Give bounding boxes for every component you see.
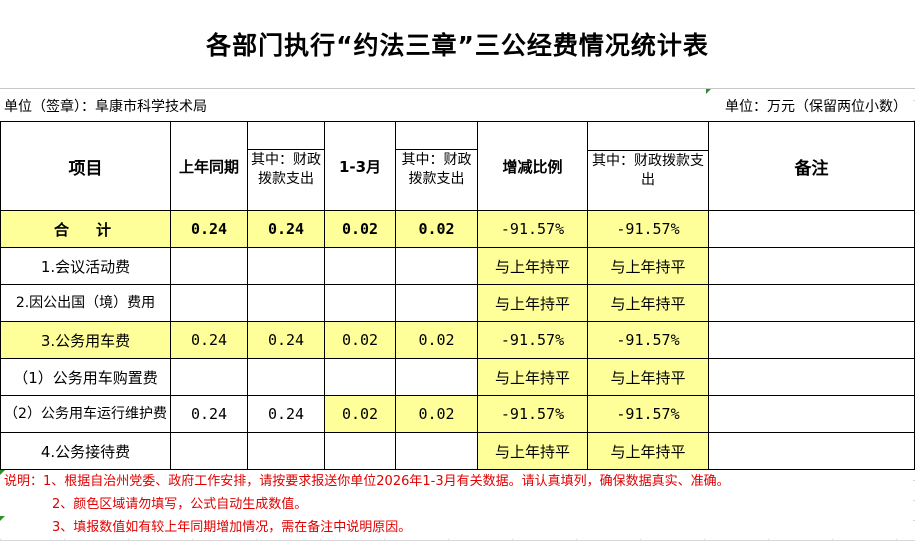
table-row: （2）公务用车运行维护费 0.24 0.24 0.02 0.02 -91.57%… [0, 395, 915, 433]
cell-last-year[interactable]: 0.24 [170, 395, 248, 433]
cell-months[interactable] [324, 358, 396, 396]
note-line[interactable]: 说明：1、根据自治州党委、政府工作安排，请按要求报送你单位2026年1-3月有关… [4, 474, 730, 489]
row-label[interactable]: 1.会议活动费 [0, 247, 171, 285]
cell-change-fiscal[interactable]: 与上年持平 [587, 432, 709, 470]
comment-marker-icon [0, 470, 5, 475]
cell-months[interactable]: 0.02 [324, 321, 396, 359]
cell-months-fiscal[interactable]: 0.02 [395, 210, 478, 248]
cell-months-fiscal[interactable]: 0.02 [395, 395, 478, 433]
currency-unit-label: 单位：万元（保留两位小数） [725, 99, 907, 115]
cell-months[interactable] [324, 247, 396, 285]
cell-last-year-fiscal[interactable] [247, 358, 325, 396]
cell-months-fiscal[interactable]: 0.02 [395, 321, 478, 359]
header-last-year-fiscal: 其中：财政拨款支出 [248, 149, 324, 209]
table-row: 4.公务接待费 与上年持平 与上年持平 [0, 432, 915, 470]
header-row: 项目 上年同期 其中：财政拨款支出 1-3月 其中：财政拨款支出 增减比例 其中… [0, 121, 915, 211]
cell-change-fiscal[interactable]: -91.57% [587, 210, 709, 248]
row-label[interactable]: （1）公务用车购置费 [0, 358, 171, 396]
table-row: 1.会议活动费 与上年持平 与上年持平 [0, 247, 915, 285]
cell-change[interactable]: 与上年持平 [477, 247, 588, 285]
cell-remark[interactable] [708, 321, 915, 359]
cell-last-year-fiscal[interactable]: 0.24 [247, 395, 325, 433]
cell-last-year-fiscal[interactable] [247, 432, 325, 470]
note-line[interactable]: 3、填报数值如有较上年同期增加情况，需在备注中说明原因。 [52, 520, 412, 535]
cell-last-year[interactable] [170, 284, 248, 322]
header-months[interactable]: 1-3月 [324, 121, 396, 211]
cell-months-fiscal[interactable] [395, 247, 478, 285]
cell-last-year-fiscal[interactable] [247, 284, 325, 322]
cell-last-year[interactable]: 0.24 [170, 210, 248, 248]
row-label[interactable]: （2）公务用车运行维护费 [0, 395, 171, 433]
cell-change[interactable]: 与上年持平 [477, 432, 588, 470]
cell-change-fiscal[interactable]: 与上年持平 [587, 284, 709, 322]
comment-marker-icon [0, 516, 5, 521]
notes-section: 说明：1、根据自治州党委、政府工作安排，请按要求报送你单位2026年1-3月有关… [0, 470, 913, 539]
cell-months[interactable]: 0.02 [324, 395, 396, 433]
cell-remark[interactable] [708, 395, 915, 433]
cell-remark[interactable] [708, 210, 915, 248]
cell-remark[interactable] [708, 358, 915, 396]
cell-last-year[interactable] [170, 247, 248, 285]
cell-change[interactable]: -91.57% [477, 210, 588, 248]
cell-months-fiscal[interactable] [395, 284, 478, 322]
cell-change[interactable]: -91.57% [477, 321, 588, 359]
header-change[interactable]: 增减比例 [477, 121, 588, 211]
header-change-fiscal: 其中：财政拨款支出 [588, 150, 708, 210]
header-months-fiscal: 其中：财政拨款支出 [396, 149, 477, 209]
cell-change-fiscal[interactable]: 与上年持平 [587, 247, 709, 285]
cell-last-year-fiscal[interactable]: 0.24 [247, 321, 325, 359]
cell-months[interactable] [324, 284, 396, 322]
cell-remark[interactable] [708, 247, 915, 285]
expense-table: 项目 上年同期 其中：财政拨款支出 1-3月 其中：财政拨款支出 增减比例 其中… [0, 121, 915, 470]
cell-months-fiscal[interactable] [395, 432, 478, 470]
cell-last-year-fiscal[interactable] [247, 247, 325, 285]
row-label[interactable]: 2.因公出国（境）费用 [0, 284, 171, 322]
header-item[interactable]: 项目 [0, 121, 171, 211]
unit-label: 单位（签章）：阜康市科学技术局 [4, 99, 207, 115]
table-row: （1）公务用车购置费 与上年持平 与上年持平 [0, 358, 915, 396]
cell-months[interactable] [324, 432, 396, 470]
header-months-fiscal-cell[interactable]: 其中：财政拨款支出 [395, 121, 478, 211]
cell-months-fiscal[interactable] [395, 358, 478, 396]
cell-remark[interactable] [708, 284, 915, 322]
title-cell[interactable]: 各部门执行“约法三章”三公经费情况统计表 [0, 0, 915, 89]
table-row: 3.公务用车费 0.24 0.24 0.02 0.02 -91.57% -91.… [0, 321, 915, 359]
cell-change[interactable]: 与上年持平 [477, 284, 588, 322]
cell-change-fiscal[interactable]: -91.57% [587, 395, 709, 433]
note-line[interactable]: 2、颜色区域请勿填写，公式自动生成数值。 [52, 497, 308, 512]
cell-last-year[interactable] [170, 432, 248, 470]
header-last-year-fiscal-cell[interactable]: 其中：财政拨款支出 [247, 121, 325, 211]
cell-last-year[interactable]: 0.24 [170, 321, 248, 359]
cell-months[interactable]: 0.02 [324, 210, 396, 248]
cell-change[interactable]: 与上年持平 [477, 358, 588, 396]
row-label[interactable]: 4.公务接待费 [0, 432, 171, 470]
header-remark[interactable]: 备注 [708, 121, 915, 211]
table-row-total: 合 计 0.24 0.24 0.02 0.02 -91.57% -91.57% [0, 210, 915, 248]
row-label[interactable]: 3.公务用车费 [0, 321, 171, 359]
cell-last-year-fiscal[interactable]: 0.24 [247, 210, 325, 248]
table-row: 2.因公出国（境）费用 与上年持平 与上年持平 [0, 284, 915, 322]
unit-row[interactable]: 单位（签章）：阜康市科学技术局 单位：万元（保留两位小数） [0, 89, 913, 122]
page-title: 各部门执行“约法三章”三公经费情况统计表 [206, 31, 709, 60]
cell-change-fiscal[interactable]: 与上年持平 [587, 358, 709, 396]
cell-change-fiscal[interactable]: -91.57% [587, 321, 709, 359]
comment-marker-icon [706, 89, 711, 94]
header-change-fiscal-cell[interactable]: 其中：财政拨款支出 [587, 121, 709, 211]
cell-remark[interactable] [708, 432, 915, 470]
row-label[interactable]: 合 计 [0, 210, 171, 248]
cell-last-year[interactable] [170, 358, 248, 396]
header-last-year[interactable]: 上年同期 [170, 121, 248, 211]
cell-change[interactable]: -91.57% [477, 395, 588, 433]
